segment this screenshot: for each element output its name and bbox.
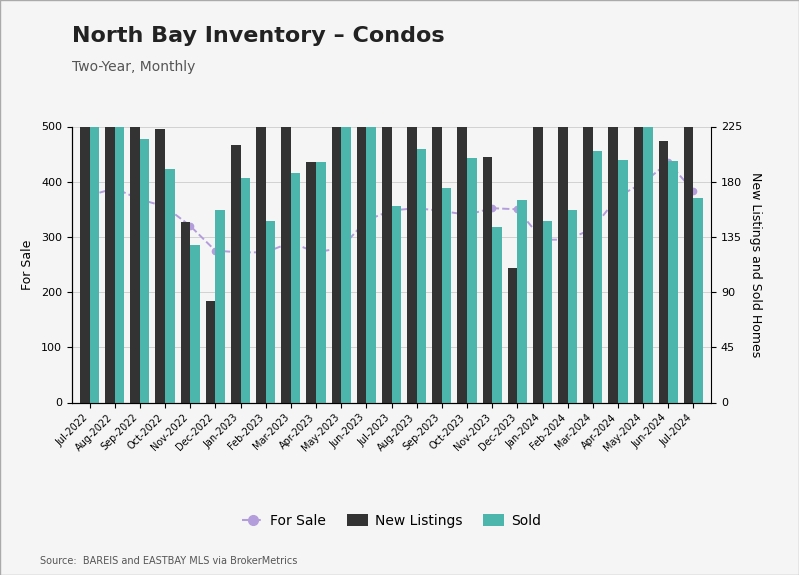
- Bar: [206, 301, 216, 402]
- Bar: [190, 246, 200, 402]
- Bar: [291, 173, 300, 402]
- Bar: [256, 98, 266, 402]
- Bar: [458, 118, 467, 402]
- Bar: [382, 96, 392, 402]
- Bar: [130, 81, 140, 402]
- Bar: [694, 198, 703, 402]
- Text: North Bay Inventory – Condos: North Bay Inventory – Condos: [72, 26, 444, 46]
- Bar: [658, 141, 668, 402]
- Bar: [231, 145, 240, 402]
- Bar: [559, 126, 567, 402]
- Bar: [266, 221, 275, 402]
- Bar: [533, 126, 543, 402]
- Bar: [618, 160, 627, 402]
- Bar: [583, 34, 593, 402]
- Bar: [341, 92, 351, 402]
- Bar: [80, 74, 89, 402]
- Bar: [543, 221, 552, 402]
- Bar: [593, 151, 602, 402]
- Bar: [367, 96, 376, 402]
- Bar: [668, 161, 678, 402]
- Bar: [156, 129, 165, 402]
- Bar: [517, 200, 527, 402]
- Bar: [643, 55, 653, 402]
- Bar: [332, 4, 341, 402]
- Bar: [416, 148, 426, 402]
- Bar: [608, 0, 618, 402]
- Bar: [467, 158, 476, 402]
- Text: Source:  BAREIS and EASTBAY MLS via BrokerMetrics: Source: BAREIS and EASTBAY MLS via Broke…: [40, 557, 297, 566]
- Bar: [357, 71, 367, 402]
- Bar: [307, 162, 316, 402]
- Bar: [281, 96, 291, 402]
- Y-axis label: New Listings and Sold Homes: New Listings and Sold Homes: [749, 172, 761, 357]
- Y-axis label: For Sale: For Sale: [21, 239, 34, 290]
- Bar: [216, 210, 225, 402]
- Bar: [567, 210, 577, 402]
- Bar: [89, 117, 99, 402]
- Bar: [684, 98, 694, 402]
- Bar: [442, 188, 451, 402]
- Bar: [483, 157, 492, 402]
- Bar: [140, 139, 149, 402]
- Bar: [115, 74, 125, 402]
- Text: Two-Year, Monthly: Two-Year, Monthly: [72, 60, 195, 74]
- Bar: [316, 162, 325, 402]
- Bar: [492, 227, 502, 402]
- Bar: [392, 206, 401, 402]
- Bar: [105, 16, 115, 402]
- Bar: [508, 267, 517, 402]
- Bar: [165, 170, 175, 402]
- Bar: [181, 222, 190, 402]
- Bar: [240, 178, 250, 402]
- Bar: [634, 0, 643, 402]
- Bar: [432, 123, 442, 402]
- Legend: For Sale, New Listings, Sold: For Sale, New Listings, Sold: [237, 508, 547, 534]
- Bar: [407, 65, 416, 402]
